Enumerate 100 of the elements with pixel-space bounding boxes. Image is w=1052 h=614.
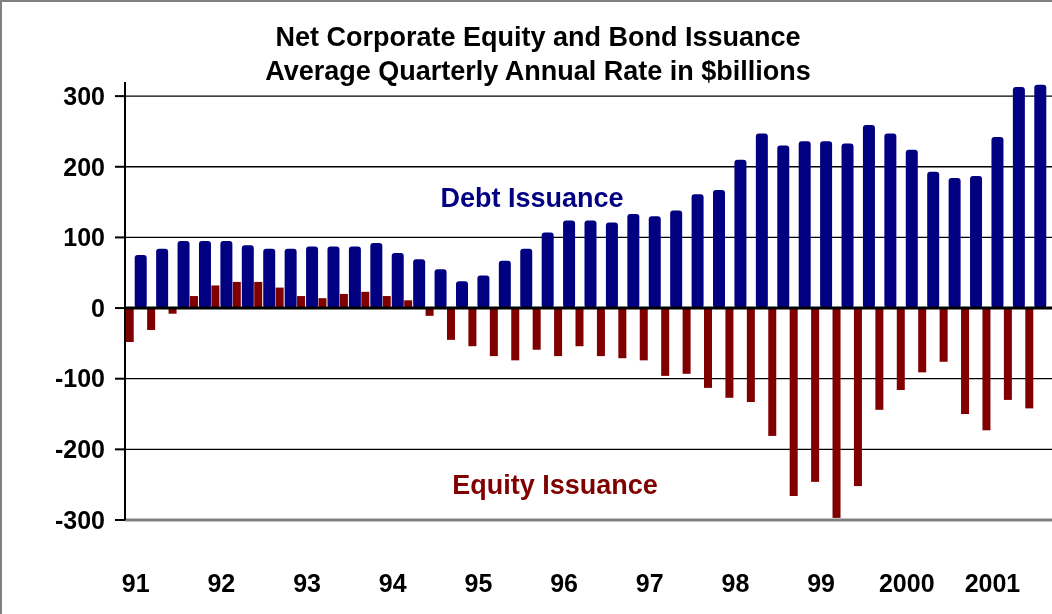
y-tick-label: 100	[63, 223, 105, 252]
bar	[232, 281, 241, 309]
y-tick-label: 200	[63, 152, 105, 181]
bar	[339, 293, 348, 309]
y-tick-label: -300	[54, 505, 105, 534]
bar	[789, 308, 798, 496]
bar	[798, 141, 811, 309]
bar	[661, 308, 670, 376]
bar	[220, 240, 233, 309]
bar	[211, 285, 220, 309]
bar	[896, 308, 905, 391]
bar	[563, 220, 576, 309]
bar	[755, 133, 768, 309]
bar	[618, 308, 627, 359]
bar	[413, 259, 426, 309]
bar	[477, 275, 490, 309]
bar	[284, 248, 297, 309]
bar	[275, 287, 284, 309]
bar	[263, 248, 276, 309]
bar	[841, 143, 854, 309]
x-tick-label: 94	[378, 568, 407, 597]
chart-subtitle: Average Quarterly Annual Rate in $billions	[265, 56, 811, 86]
bar	[446, 308, 455, 340]
bar	[982, 308, 991, 431]
bar	[318, 298, 327, 309]
bar	[134, 255, 147, 309]
bar	[1034, 84, 1047, 309]
bar	[853, 308, 862, 487]
x-tick-label: 92	[207, 568, 236, 597]
bar	[875, 308, 884, 410]
bar	[746, 308, 755, 403]
bar	[382, 296, 391, 309]
chart-title: Net Corporate Equity and Bond Issuance	[275, 22, 801, 52]
y-tick-label: 300	[63, 81, 105, 110]
bar	[489, 308, 498, 357]
x-tick-label: 98	[721, 568, 750, 597]
bar	[1012, 86, 1025, 309]
bar	[361, 291, 370, 309]
bar	[404, 300, 413, 309]
y-tick-label: 0	[91, 293, 105, 322]
bar	[777, 145, 790, 309]
bar	[670, 210, 683, 309]
bar	[189, 296, 198, 309]
y-tick-label: -100	[54, 364, 105, 393]
x-tick-label: 96	[550, 568, 578, 597]
bar	[348, 246, 361, 309]
bar	[554, 308, 563, 357]
bar	[691, 194, 704, 309]
bar	[734, 159, 747, 309]
text: Equity Issuance	[452, 470, 658, 500]
bar	[241, 245, 254, 309]
bar	[948, 178, 961, 309]
bar	[1003, 308, 1012, 400]
bar	[254, 281, 263, 309]
bar	[391, 252, 404, 309]
bar	[627, 214, 640, 309]
x-tick-label: 2000	[878, 568, 935, 597]
bar	[991, 137, 1004, 309]
x-tick-label: 99	[807, 568, 836, 597]
bar	[541, 232, 554, 309]
bar	[156, 248, 169, 309]
bar	[605, 222, 618, 309]
bar	[918, 308, 927, 373]
bar	[862, 125, 875, 309]
bar	[327, 246, 340, 309]
bar	[306, 246, 319, 309]
x-tick-label: 2001	[964, 568, 1021, 597]
bar	[713, 190, 726, 309]
bar	[811, 308, 820, 482]
bar	[532, 308, 541, 350]
x-tick-label: 91	[121, 568, 150, 597]
bar	[198, 240, 211, 309]
bar	[961, 308, 970, 415]
bar	[297, 296, 306, 309]
bar	[455, 281, 468, 309]
x-tick-label: 97	[635, 568, 664, 597]
bar	[370, 243, 383, 309]
bar	[639, 308, 648, 361]
bar	[905, 149, 918, 309]
bar	[147, 308, 156, 330]
bar	[584, 220, 597, 309]
bar	[498, 260, 511, 309]
bar	[704, 308, 713, 388]
bar	[725, 308, 734, 398]
x-tick-label: 95	[464, 568, 493, 597]
bar	[884, 133, 897, 309]
bar	[970, 175, 983, 309]
bar	[177, 240, 190, 309]
bar	[939, 308, 948, 362]
bar	[511, 308, 520, 361]
bar	[648, 216, 661, 309]
bar	[520, 248, 533, 309]
series-label: Debt Issuance	[440, 183, 624, 213]
bar	[575, 308, 584, 347]
x-tick-label: 93	[293, 568, 321, 597]
bar	[468, 308, 477, 347]
bar	[125, 308, 134, 342]
bar	[820, 141, 833, 309]
bar	[434, 269, 447, 309]
bar	[832, 308, 841, 518]
